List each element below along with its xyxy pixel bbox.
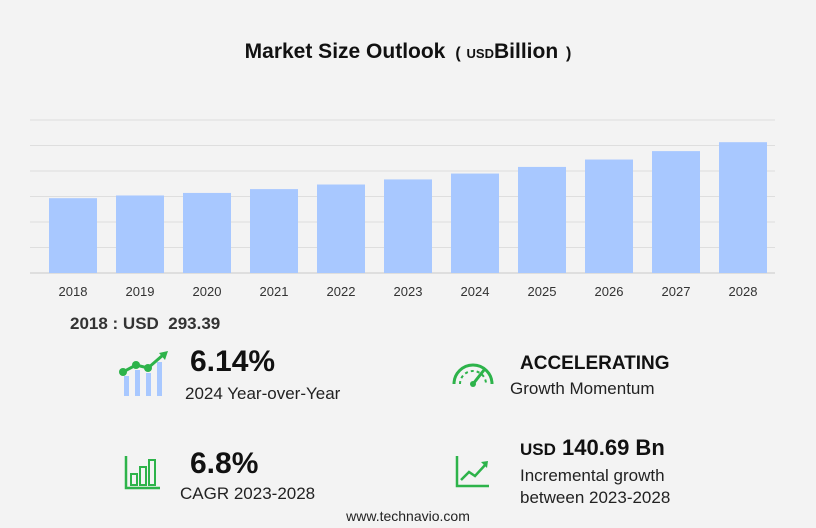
cagr-label: CAGR 2023-2028: [180, 484, 316, 503]
incremental-label-line2: between 2023-2028: [520, 488, 671, 507]
x-tick-label: 2027: [662, 284, 691, 299]
yoy-value: 6.14%: [190, 345, 276, 378]
bar-chart-icon: [124, 454, 162, 495]
bar-2019: [116, 195, 164, 273]
bar-2025: [518, 166, 566, 273]
yoy-label: 2024 Year-over-Year: [185, 384, 341, 403]
chart-title-close-paren: ): [566, 45, 572, 62]
chart-title: Market Size Outlook ( USDBillion ): [0, 40, 816, 64]
momentum-label: Growth Momentum: [510, 379, 655, 398]
bar-2024: [451, 173, 499, 273]
bar-2027: [652, 151, 700, 273]
x-tick-label: 2025: [528, 284, 557, 299]
cagr-value: 6.8%: [190, 447, 259, 480]
x-axis-ticks: 2018 2019 2020 2021 2022 2023 2024 2025 2026 2027…: [59, 284, 758, 299]
bar-2026: [585, 159, 633, 273]
chart-title-unit-word: Billion: [494, 40, 559, 63]
bar-2028: [719, 142, 767, 273]
chart-title-unit: USD: [466, 46, 494, 61]
x-tick-label: 2022: [327, 284, 356, 299]
footer-url: www.technavio.com: [346, 508, 470, 524]
speedometer-icon: [450, 356, 496, 393]
trend-line-icon: [455, 454, 491, 493]
incremental-value: USD 140.69 Bn: [520, 435, 665, 461]
base-year-value: 2018 : USD 293.39: [70, 314, 221, 333]
momentum-value: ACCELERATING: [520, 353, 670, 374]
x-tick-label: 2020: [193, 284, 222, 299]
incremental-amount: 140.69 Bn: [562, 435, 665, 460]
incremental-unit: USD: [520, 440, 556, 459]
bar-2020: [183, 192, 231, 273]
chart-title-main: Market Size Outlook: [244, 40, 446, 63]
bar-chart: 2018 2019 2020 2021 2022 2023 2024 2025 2026 2027…: [30, 119, 775, 299]
x-tick-label: 2021: [260, 284, 289, 299]
bar-growth-icon: [118, 350, 170, 403]
x-tick-label: 2023: [394, 284, 423, 299]
bar-2022: [317, 184, 365, 273]
bar-2018: [49, 198, 97, 273]
bar-2021: [250, 189, 298, 273]
x-tick-label: 2018: [59, 284, 88, 299]
x-tick-label: 2026: [595, 284, 624, 299]
bars: [49, 142, 767, 273]
x-tick-label: 2019: [126, 284, 155, 299]
chart-title-open-paren: (: [455, 45, 461, 62]
x-tick-label: 2024: [461, 284, 490, 299]
x-tick-label: 2028: [729, 284, 758, 299]
bar-2023: [384, 179, 432, 273]
incremental-label-line1: Incremental growth: [520, 466, 665, 485]
